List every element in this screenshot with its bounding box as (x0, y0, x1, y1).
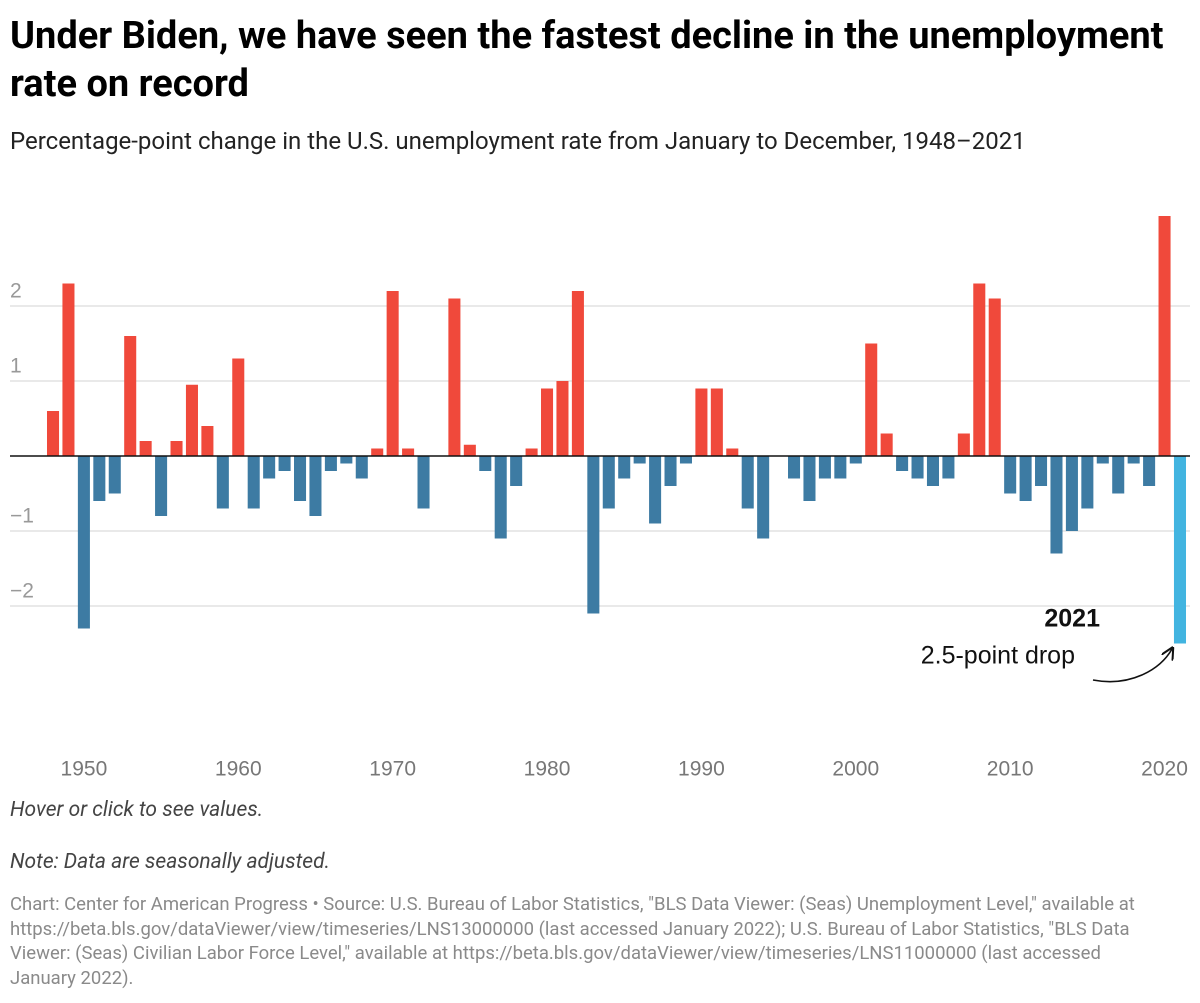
bar (1050, 456, 1063, 554)
bar (479, 456, 492, 471)
bar (201, 426, 214, 456)
bar (309, 456, 322, 516)
bar (1173, 456, 1187, 644)
bar (46, 411, 60, 456)
bar (911, 456, 924, 479)
y-tick-label: 2 (10, 280, 22, 303)
y-tick-label: −1 (10, 505, 34, 528)
bar (633, 456, 646, 464)
bar (124, 336, 137, 456)
chart-subtitle: Percentage-point change in the U.S. unem… (10, 127, 1026, 155)
bar (1019, 456, 1032, 501)
bar (602, 456, 615, 509)
x-tick-label: 1960 (215, 758, 262, 781)
bar (1004, 456, 1017, 494)
bar (988, 298, 1001, 456)
bar (679, 456, 692, 464)
y-tick-label: 1 (10, 355, 22, 378)
bar (448, 298, 461, 456)
bar (880, 433, 893, 456)
bar (494, 456, 507, 539)
bars (10, 216, 1190, 644)
bar (926, 456, 939, 486)
bar (649, 456, 662, 524)
chart: −2 −1 1 2 1950 1960 1970 1980 1990 2000 2010 2020 2… (10, 216, 1190, 781)
bar (1096, 456, 1109, 464)
bar (788, 456, 801, 479)
y-tick-label: −2 (10, 580, 34, 603)
bar (957, 433, 970, 456)
bar (1112, 456, 1125, 494)
bar (664, 456, 677, 486)
bar (247, 456, 260, 509)
bar (170, 441, 183, 456)
bar (587, 456, 600, 614)
bar (93, 456, 106, 501)
bar (139, 441, 152, 456)
interaction-note: Hover or click to see values. (10, 798, 264, 822)
bar (849, 456, 862, 464)
bar (278, 456, 291, 471)
annotation-title: 2021 (1044, 605, 1100, 633)
bar (1065, 456, 1078, 531)
bar (556, 381, 569, 456)
bar (803, 456, 816, 501)
grid: −2 −1 1 2 1950 1960 1970 1980 1990 2000 2010 2020 (10, 280, 1190, 781)
bar (973, 283, 986, 456)
bar (1158, 216, 1171, 456)
source: Chart: Center for American Progress • So… (10, 893, 1135, 989)
bar (463, 444, 476, 456)
bar (263, 456, 276, 479)
x-tick-label: 1980 (524, 758, 571, 781)
bar (1143, 456, 1156, 486)
bar (216, 456, 229, 509)
bar (618, 456, 631, 479)
bar (1127, 456, 1140, 464)
chart-title: Under Biden, we have seen the fastest de… (10, 14, 1164, 106)
bar (155, 456, 168, 516)
bar (525, 448, 538, 456)
bar (942, 456, 955, 479)
bar (77, 456, 90, 629)
bar (355, 456, 368, 479)
bar (865, 343, 878, 456)
bar (62, 283, 75, 456)
bar (757, 456, 770, 539)
bar (1081, 456, 1094, 509)
bar (371, 448, 384, 456)
bar (896, 456, 909, 471)
bar (741, 456, 754, 509)
bar (541, 388, 554, 456)
note: Note: Data are seasonally adjusted. (10, 850, 330, 874)
x-tick-label: 1970 (369, 758, 416, 781)
bar (324, 456, 337, 471)
bar (834, 456, 847, 479)
bar (185, 384, 198, 456)
bar (726, 448, 739, 456)
bar (402, 448, 415, 456)
x-tick-label: 1990 (678, 758, 725, 781)
bar (340, 456, 353, 464)
bar (386, 291, 399, 456)
bar (232, 358, 245, 456)
x-tick-label: 1950 (61, 758, 108, 781)
x-tick-label: 2020 (1141, 758, 1188, 781)
annotation-text: 2.5-point drop (921, 642, 1075, 670)
annotation-arrow (1092, 649, 1172, 683)
bar (294, 456, 307, 501)
bar (695, 388, 708, 456)
bar (1035, 456, 1048, 486)
x-tick-label: 2010 (987, 758, 1034, 781)
bar (108, 456, 121, 494)
bar (818, 456, 831, 479)
bar (710, 388, 723, 456)
bar (510, 456, 523, 486)
bar (571, 291, 584, 456)
bar (417, 456, 430, 509)
x-tick-label: 2000 (832, 758, 879, 781)
